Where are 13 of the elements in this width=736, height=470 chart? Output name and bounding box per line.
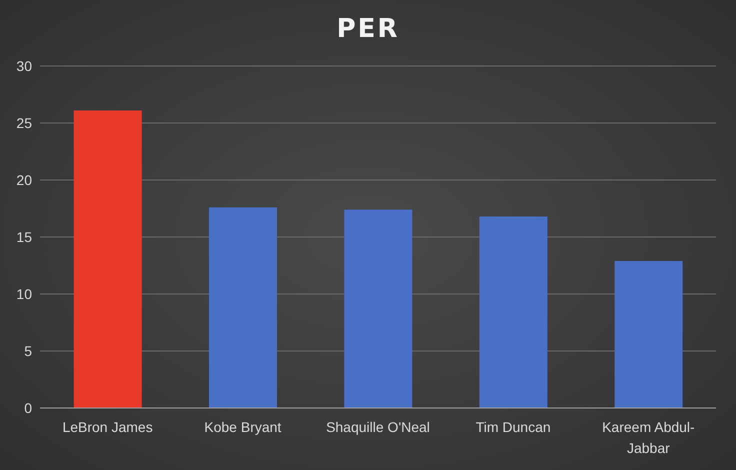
y-tick-label: 10	[16, 286, 32, 302]
x-tick-label: LeBron James	[62, 419, 153, 435]
x-tick-label: Tim Duncan	[476, 419, 551, 435]
x-tick-label: Shaquille O'Neal	[326, 419, 430, 435]
y-tick-label: 0	[24, 400, 32, 416]
y-tick-label: 5	[24, 342, 32, 359]
chart-title: PER	[336, 14, 400, 44]
x-tick-label: Kareem Abdul-Jabbar	[602, 419, 696, 456]
y-tick-label: 15	[16, 228, 32, 245]
y-tick-label: 20	[16, 172, 32, 188]
x-tick-label: Kobe Bryant	[204, 419, 282, 435]
y-tick-label: 30	[16, 58, 32, 74]
y-tick-label: 25	[16, 114, 32, 131]
